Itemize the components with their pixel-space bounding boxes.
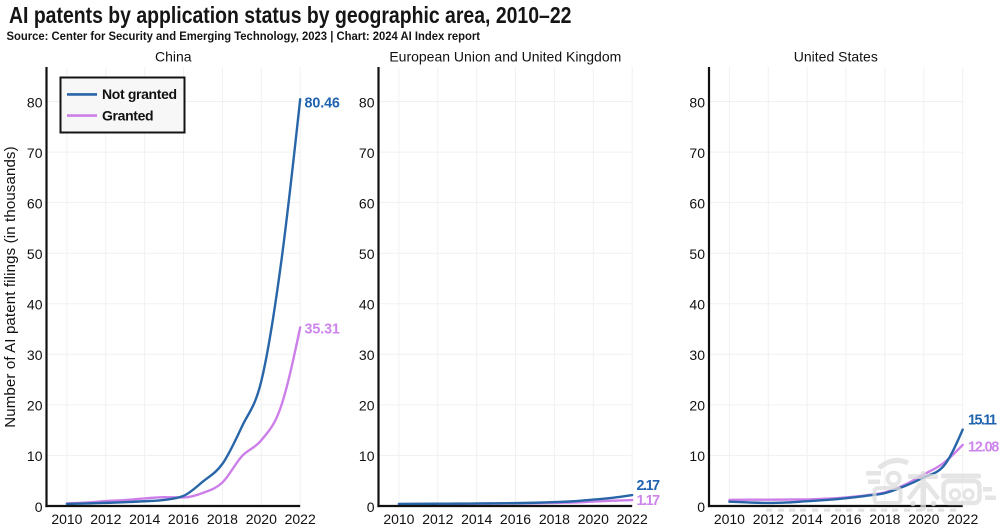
svg-text:2018: 2018 [207,511,238,527]
svg-text:Not granted: Not granted [102,86,177,102]
svg-text:50: 50 [27,246,43,262]
svg-text:80: 80 [359,94,375,110]
svg-text:Source: Center for Security an: Source: Center for Security and Emerging… [7,30,481,43]
svg-text:0: 0 [35,499,43,515]
svg-text:2012: 2012 [90,511,121,527]
svg-text:40: 40 [359,297,375,313]
svg-text:80: 80 [27,94,43,110]
svg-text:China: China [155,49,192,65]
svg-text:50: 50 [689,246,705,262]
svg-text:2014: 2014 [129,511,160,527]
svg-text:80.46: 80.46 [305,96,340,112]
svg-text:80: 80 [689,94,705,110]
svg-text:2.17: 2.17 [637,478,661,494]
svg-text:0: 0 [697,499,705,515]
svg-text:0: 0 [367,499,375,515]
svg-text:30: 30 [27,347,43,363]
svg-text:20: 20 [689,398,705,414]
svg-text:Granted: Granted [102,107,153,123]
svg-text:15.11: 15.11 [968,413,997,429]
svg-text:2022: 2022 [617,511,648,527]
svg-text:2010: 2010 [714,511,745,527]
svg-text:2010: 2010 [51,511,82,527]
svg-text:2014: 2014 [461,511,492,527]
svg-text:40: 40 [689,297,705,313]
svg-text:2012: 2012 [753,511,784,527]
svg-text:2016: 2016 [500,511,531,527]
svg-text:2022: 2022 [947,511,978,527]
svg-text:2022: 2022 [285,511,316,527]
svg-text:United States: United States [794,49,878,65]
svg-text:50: 50 [359,246,375,262]
svg-text:2016: 2016 [168,511,199,527]
svg-text:European Union and United King: European Union and United Kingdom [389,49,621,65]
svg-text:1.17: 1.17 [637,493,661,509]
svg-text:2020: 2020 [578,511,609,527]
svg-text:60: 60 [359,195,375,211]
svg-text:40: 40 [27,297,43,313]
svg-text:2020: 2020 [246,511,277,527]
svg-text:2020: 2020 [908,511,939,527]
svg-text:Number of AI patent filings (i: Number of AI patent filings (in thousand… [2,146,19,427]
svg-text:10: 10 [359,448,375,464]
svg-text:10: 10 [27,448,43,464]
svg-text:60: 60 [27,195,43,211]
svg-text:60: 60 [689,195,705,211]
svg-text:70: 70 [689,145,705,161]
svg-text:2014: 2014 [792,511,823,527]
svg-text:70: 70 [27,145,43,161]
svg-text:30: 30 [359,347,375,363]
svg-text:2010: 2010 [383,511,414,527]
svg-text:35.31: 35.31 [305,321,340,337]
svg-text:12.08: 12.08 [968,440,999,456]
svg-text:20: 20 [359,398,375,414]
svg-text:2012: 2012 [422,511,453,527]
svg-text:70: 70 [359,145,375,161]
svg-text:10: 10 [689,448,705,464]
svg-text:2016: 2016 [830,511,861,527]
svg-text:2018: 2018 [869,511,900,527]
svg-text:2018: 2018 [539,511,570,527]
svg-text:AI patents by application stat: AI patents by application status by geog… [9,2,571,28]
svg-text:30: 30 [689,347,705,363]
svg-text:20: 20 [27,398,43,414]
